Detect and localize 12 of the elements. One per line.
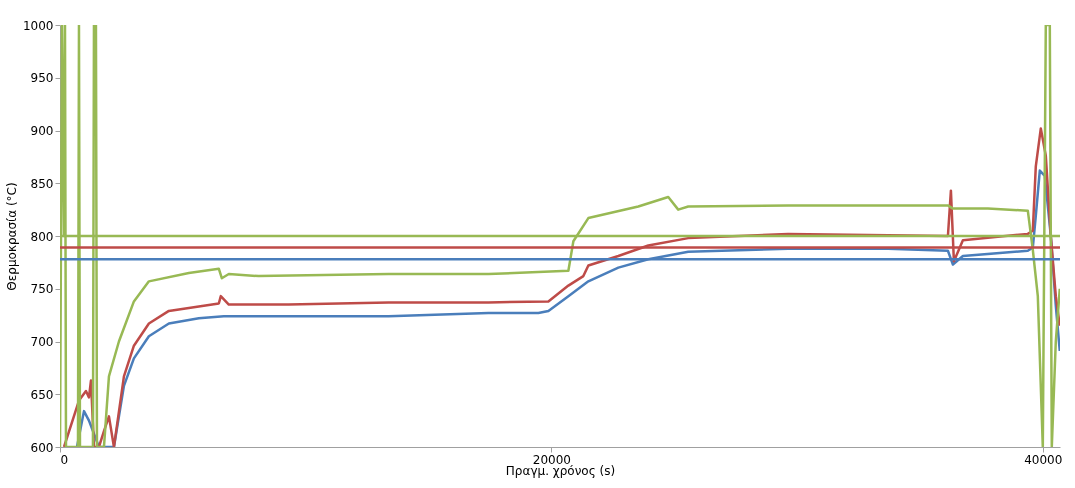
y-tick-label: 900 [30,124,54,138]
y-tick-label: 650 [30,387,54,402]
y-tick-label: 750 [30,282,54,297]
x-tick-label: 0 [60,452,69,467]
y-tick-label: 850 [30,176,54,191]
y-tick-label: 800 [30,229,54,244]
y-tick-label: 700 [30,335,54,349]
y-tick-label: 600 [30,440,54,455]
y-tick-label: 950 [30,71,54,86]
x-tick-label: 40000 [1024,452,1063,467]
y-axis-title: Θερμοκρασία (°C) [4,182,19,291]
y-tick-label: 1000 [22,18,54,33]
